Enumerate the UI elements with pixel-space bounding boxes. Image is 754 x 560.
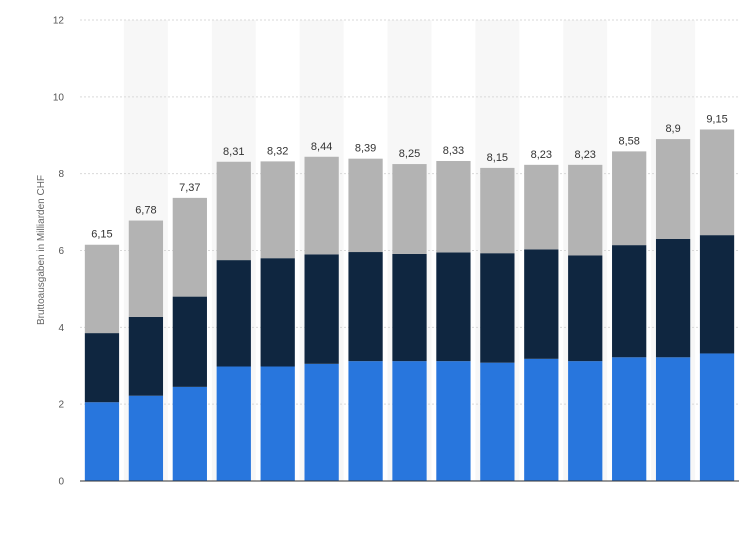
bar-segment-3 <box>128 220 164 317</box>
total-label: 8,44 <box>311 141 332 153</box>
bar-segment-3 <box>568 164 603 256</box>
y-tick-label: 0 <box>58 477 64 488</box>
bar-segment-3 <box>392 164 427 254</box>
bar-segment-2 <box>612 245 647 358</box>
bar-segment-2 <box>655 238 691 358</box>
total-label: 6,15 <box>91 229 112 241</box>
bar-segment-1 <box>568 361 603 481</box>
bar-segment-2 <box>699 235 735 354</box>
total-label: 8,31 <box>223 146 244 158</box>
total-labels: 6,15 6,78 7,37 8,31 8,32 8,44 8,39 8,25 8,33 8,15… <box>91 113 727 240</box>
bar-segment-1 <box>699 353 735 481</box>
y-tick-label: 2 <box>58 400 64 411</box>
total-label: 6,78 <box>135 205 156 217</box>
y-tick-label: 10 <box>53 92 65 103</box>
y-tick-label: 12 <box>53 16 65 27</box>
bar-segment-2 <box>216 260 251 367</box>
bar-segment-2 <box>304 254 339 364</box>
bar-segment-3 <box>612 151 647 246</box>
bar-segment-1 <box>216 366 251 481</box>
bar-segment-1 <box>436 361 471 481</box>
total-label: 8,23 <box>531 149 552 161</box>
bar-segment-3 <box>524 164 559 250</box>
y-tick-label: 8 <box>58 169 64 180</box>
bar-segment-3 <box>436 160 471 253</box>
y-axis-label: Bruttoausgaben in Milliarden CHF <box>36 175 47 325</box>
bar-segment-2 <box>172 296 207 387</box>
bar-segment-2 <box>348 252 383 362</box>
y-tick-label: 6 <box>58 246 64 257</box>
total-label: 8,32 <box>267 145 288 157</box>
y-tick-label: 4 <box>58 323 64 334</box>
bar-segment-2 <box>392 253 427 362</box>
bar-segment-2 <box>568 255 603 362</box>
bar-segment-3 <box>699 129 735 236</box>
bar-segment-3 <box>655 139 691 239</box>
bar-segment-3 <box>216 161 251 261</box>
bar-segment-3 <box>304 156 339 255</box>
bar-segment-1 <box>480 362 515 481</box>
total-label: 8,39 <box>355 143 376 155</box>
total-label: 7,37 <box>179 182 200 194</box>
bar-segment-2 <box>128 316 164 396</box>
bar-segment-2 <box>480 253 515 363</box>
bar-segment-1 <box>612 357 647 481</box>
total-label: 8,23 <box>575 149 596 161</box>
bars <box>84 129 735 481</box>
bar-segment-1 <box>304 363 339 481</box>
bar-segment-2 <box>84 333 120 403</box>
total-label: 9,15 <box>706 113 727 125</box>
bar-segment-1 <box>655 357 691 481</box>
total-label: 8,33 <box>443 145 464 157</box>
bar-segment-3 <box>84 244 120 334</box>
y-tick-labels: 0 2 4 6 8 10 12 <box>53 16 65 488</box>
bar-segment-1 <box>172 386 207 481</box>
bar-segment-2 <box>524 249 559 359</box>
bar-segment-3 <box>480 167 515 254</box>
total-label: 8,15 <box>487 152 508 164</box>
bar-segment-1 <box>84 402 120 481</box>
bar-segment-1 <box>260 366 295 481</box>
bar-segment-3 <box>172 197 207 297</box>
bar-segment-3 <box>260 161 295 259</box>
total-label: 8,58 <box>618 135 639 147</box>
bar-segment-3 <box>348 158 383 253</box>
bar-segment-1 <box>392 361 427 481</box>
bar-segment-1 <box>348 361 383 481</box>
bar-segment-2 <box>260 258 295 367</box>
bar-segment-2 <box>436 252 471 362</box>
bar-segment-1 <box>128 395 164 481</box>
total-label: 8,25 <box>399 148 420 160</box>
bar-segment-1 <box>524 358 559 481</box>
total-label: 8,9 <box>665 123 680 135</box>
